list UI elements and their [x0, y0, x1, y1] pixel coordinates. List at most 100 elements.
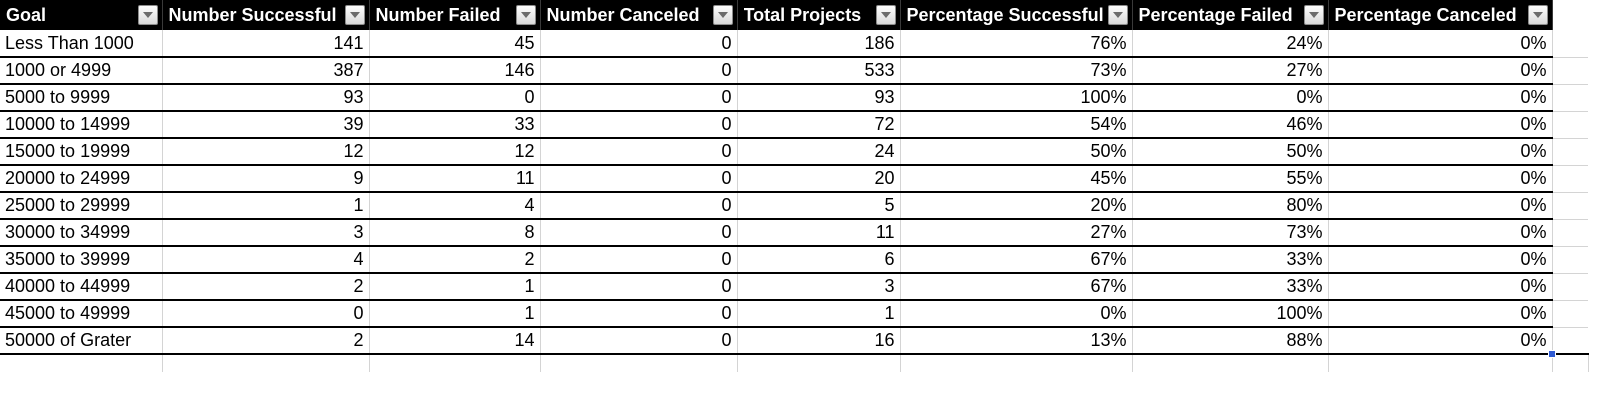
- value-cell[interactable]: 0%: [1328, 327, 1553, 355]
- value-cell[interactable]: 387: [162, 57, 370, 85]
- empty-cell[interactable]: [1552, 138, 1588, 166]
- empty-cell[interactable]: [1552, 273, 1588, 301]
- value-cell[interactable]: 4: [369, 192, 541, 220]
- value-cell[interactable]: 76%: [900, 30, 1133, 58]
- value-cell[interactable]: 0: [540, 30, 738, 58]
- value-cell[interactable]: 0: [540, 111, 738, 139]
- empty-cell[interactable]: [737, 354, 901, 372]
- value-cell[interactable]: 11: [369, 165, 541, 193]
- value-cell[interactable]: 4: [162, 246, 370, 274]
- value-cell[interactable]: 1: [369, 273, 541, 301]
- value-cell[interactable]: 6: [737, 246, 901, 274]
- goal-cell[interactable]: 25000 to 29999: [0, 192, 163, 220]
- value-cell[interactable]: 0: [540, 57, 738, 85]
- value-cell[interactable]: 9: [162, 165, 370, 193]
- goal-cell[interactable]: 5000 to 9999: [0, 84, 163, 112]
- value-cell[interactable]: 0%: [1328, 84, 1553, 112]
- column-header-percentage-successful[interactable]: Percentage Successful: [900, 0, 1133, 30]
- empty-cell[interactable]: [162, 354, 370, 372]
- empty-cell[interactable]: [1328, 354, 1553, 372]
- goal-cell[interactable]: 35000 to 39999: [0, 246, 163, 274]
- value-cell[interactable]: 0: [369, 84, 541, 112]
- empty-cell[interactable]: [1552, 111, 1588, 139]
- empty-cell[interactable]: [1552, 30, 1588, 58]
- value-cell[interactable]: 16: [737, 327, 901, 355]
- value-cell[interactable]: 11: [737, 219, 901, 247]
- value-cell[interactable]: 0%: [1328, 273, 1553, 301]
- filter-dropdown-icon[interactable]: [515, 5, 536, 25]
- filter-dropdown-icon[interactable]: [1527, 5, 1548, 25]
- value-cell[interactable]: 100%: [1132, 300, 1329, 328]
- value-cell[interactable]: 14: [369, 327, 541, 355]
- value-cell[interactable]: 0: [540, 165, 738, 193]
- selection-fill-handle[interactable]: [1548, 350, 1556, 358]
- value-cell[interactable]: 0: [540, 192, 738, 220]
- value-cell[interactable]: 1: [369, 300, 541, 328]
- value-cell[interactable]: 45%: [900, 165, 1133, 193]
- empty-cell[interactable]: [1552, 354, 1589, 372]
- empty-cell[interactable]: [1552, 219, 1588, 247]
- value-cell[interactable]: 33%: [1132, 273, 1329, 301]
- filter-dropdown-icon[interactable]: [137, 5, 158, 25]
- value-cell[interactable]: 0: [540, 327, 738, 355]
- value-cell[interactable]: 67%: [900, 246, 1133, 274]
- goal-cell[interactable]: 20000 to 24999: [0, 165, 163, 193]
- empty-cell[interactable]: [1552, 165, 1588, 193]
- value-cell[interactable]: 0: [162, 300, 370, 328]
- empty-cell[interactable]: [900, 354, 1133, 372]
- value-cell[interactable]: 8: [369, 219, 541, 247]
- value-cell[interactable]: 93: [162, 84, 370, 112]
- value-cell[interactable]: 0%: [1328, 57, 1553, 85]
- value-cell[interactable]: 0: [540, 246, 738, 274]
- value-cell[interactable]: 100%: [900, 84, 1133, 112]
- value-cell[interactable]: 54%: [900, 111, 1133, 139]
- value-cell[interactable]: 33%: [1132, 246, 1329, 274]
- value-cell[interactable]: 0: [540, 84, 738, 112]
- goal-cell[interactable]: Less Than 1000: [0, 30, 163, 58]
- empty-cell[interactable]: [1552, 327, 1588, 355]
- value-cell[interactable]: 39: [162, 111, 370, 139]
- empty-cell[interactable]: [1552, 57, 1588, 85]
- value-cell[interactable]: 0%: [1328, 30, 1553, 58]
- empty-cell[interactable]: [369, 354, 541, 372]
- column-header-number-canceled[interactable]: Number Canceled: [540, 0, 738, 30]
- goal-cell[interactable]: 30000 to 34999: [0, 219, 163, 247]
- empty-cell[interactable]: [1552, 300, 1588, 328]
- value-cell[interactable]: 93: [737, 84, 901, 112]
- value-cell[interactable]: 0: [540, 300, 738, 328]
- value-cell[interactable]: 0%: [1328, 300, 1553, 328]
- value-cell[interactable]: 45: [369, 30, 541, 58]
- value-cell[interactable]: 0%: [1328, 192, 1553, 220]
- value-cell[interactable]: 3: [737, 273, 901, 301]
- value-cell[interactable]: 33: [369, 111, 541, 139]
- empty-cell[interactable]: [1552, 84, 1588, 112]
- filter-dropdown-icon[interactable]: [875, 5, 896, 25]
- empty-cell[interactable]: [0, 354, 163, 372]
- value-cell[interactable]: 55%: [1132, 165, 1329, 193]
- goal-cell[interactable]: 50000 of Grater: [0, 327, 163, 355]
- value-cell[interactable]: 186: [737, 30, 901, 58]
- value-cell[interactable]: 0: [540, 219, 738, 247]
- column-header-number-successful[interactable]: Number Successful: [162, 0, 370, 30]
- filter-dropdown-icon[interactable]: [712, 5, 733, 25]
- value-cell[interactable]: 0%: [1328, 138, 1553, 166]
- filter-dropdown-icon[interactable]: [1303, 5, 1324, 25]
- value-cell[interactable]: 0%: [1132, 84, 1329, 112]
- empty-cell[interactable]: [1132, 354, 1329, 372]
- value-cell[interactable]: 46%: [1132, 111, 1329, 139]
- goal-cell[interactable]: 1000 or 4999: [0, 57, 163, 85]
- value-cell[interactable]: 0%: [1328, 246, 1553, 274]
- value-cell[interactable]: 5: [737, 192, 901, 220]
- value-cell[interactable]: 0: [540, 138, 738, 166]
- value-cell[interactable]: 141: [162, 30, 370, 58]
- value-cell[interactable]: 50%: [900, 138, 1133, 166]
- value-cell[interactable]: 73%: [1132, 219, 1329, 247]
- value-cell[interactable]: 73%: [900, 57, 1133, 85]
- value-cell[interactable]: 20%: [900, 192, 1133, 220]
- value-cell[interactable]: 24%: [1132, 30, 1329, 58]
- empty-cell[interactable]: [1552, 246, 1588, 274]
- filter-dropdown-icon[interactable]: [1107, 5, 1128, 25]
- value-cell[interactable]: 88%: [1132, 327, 1329, 355]
- value-cell[interactable]: 0%: [1328, 165, 1553, 193]
- empty-cell[interactable]: [1552, 192, 1588, 220]
